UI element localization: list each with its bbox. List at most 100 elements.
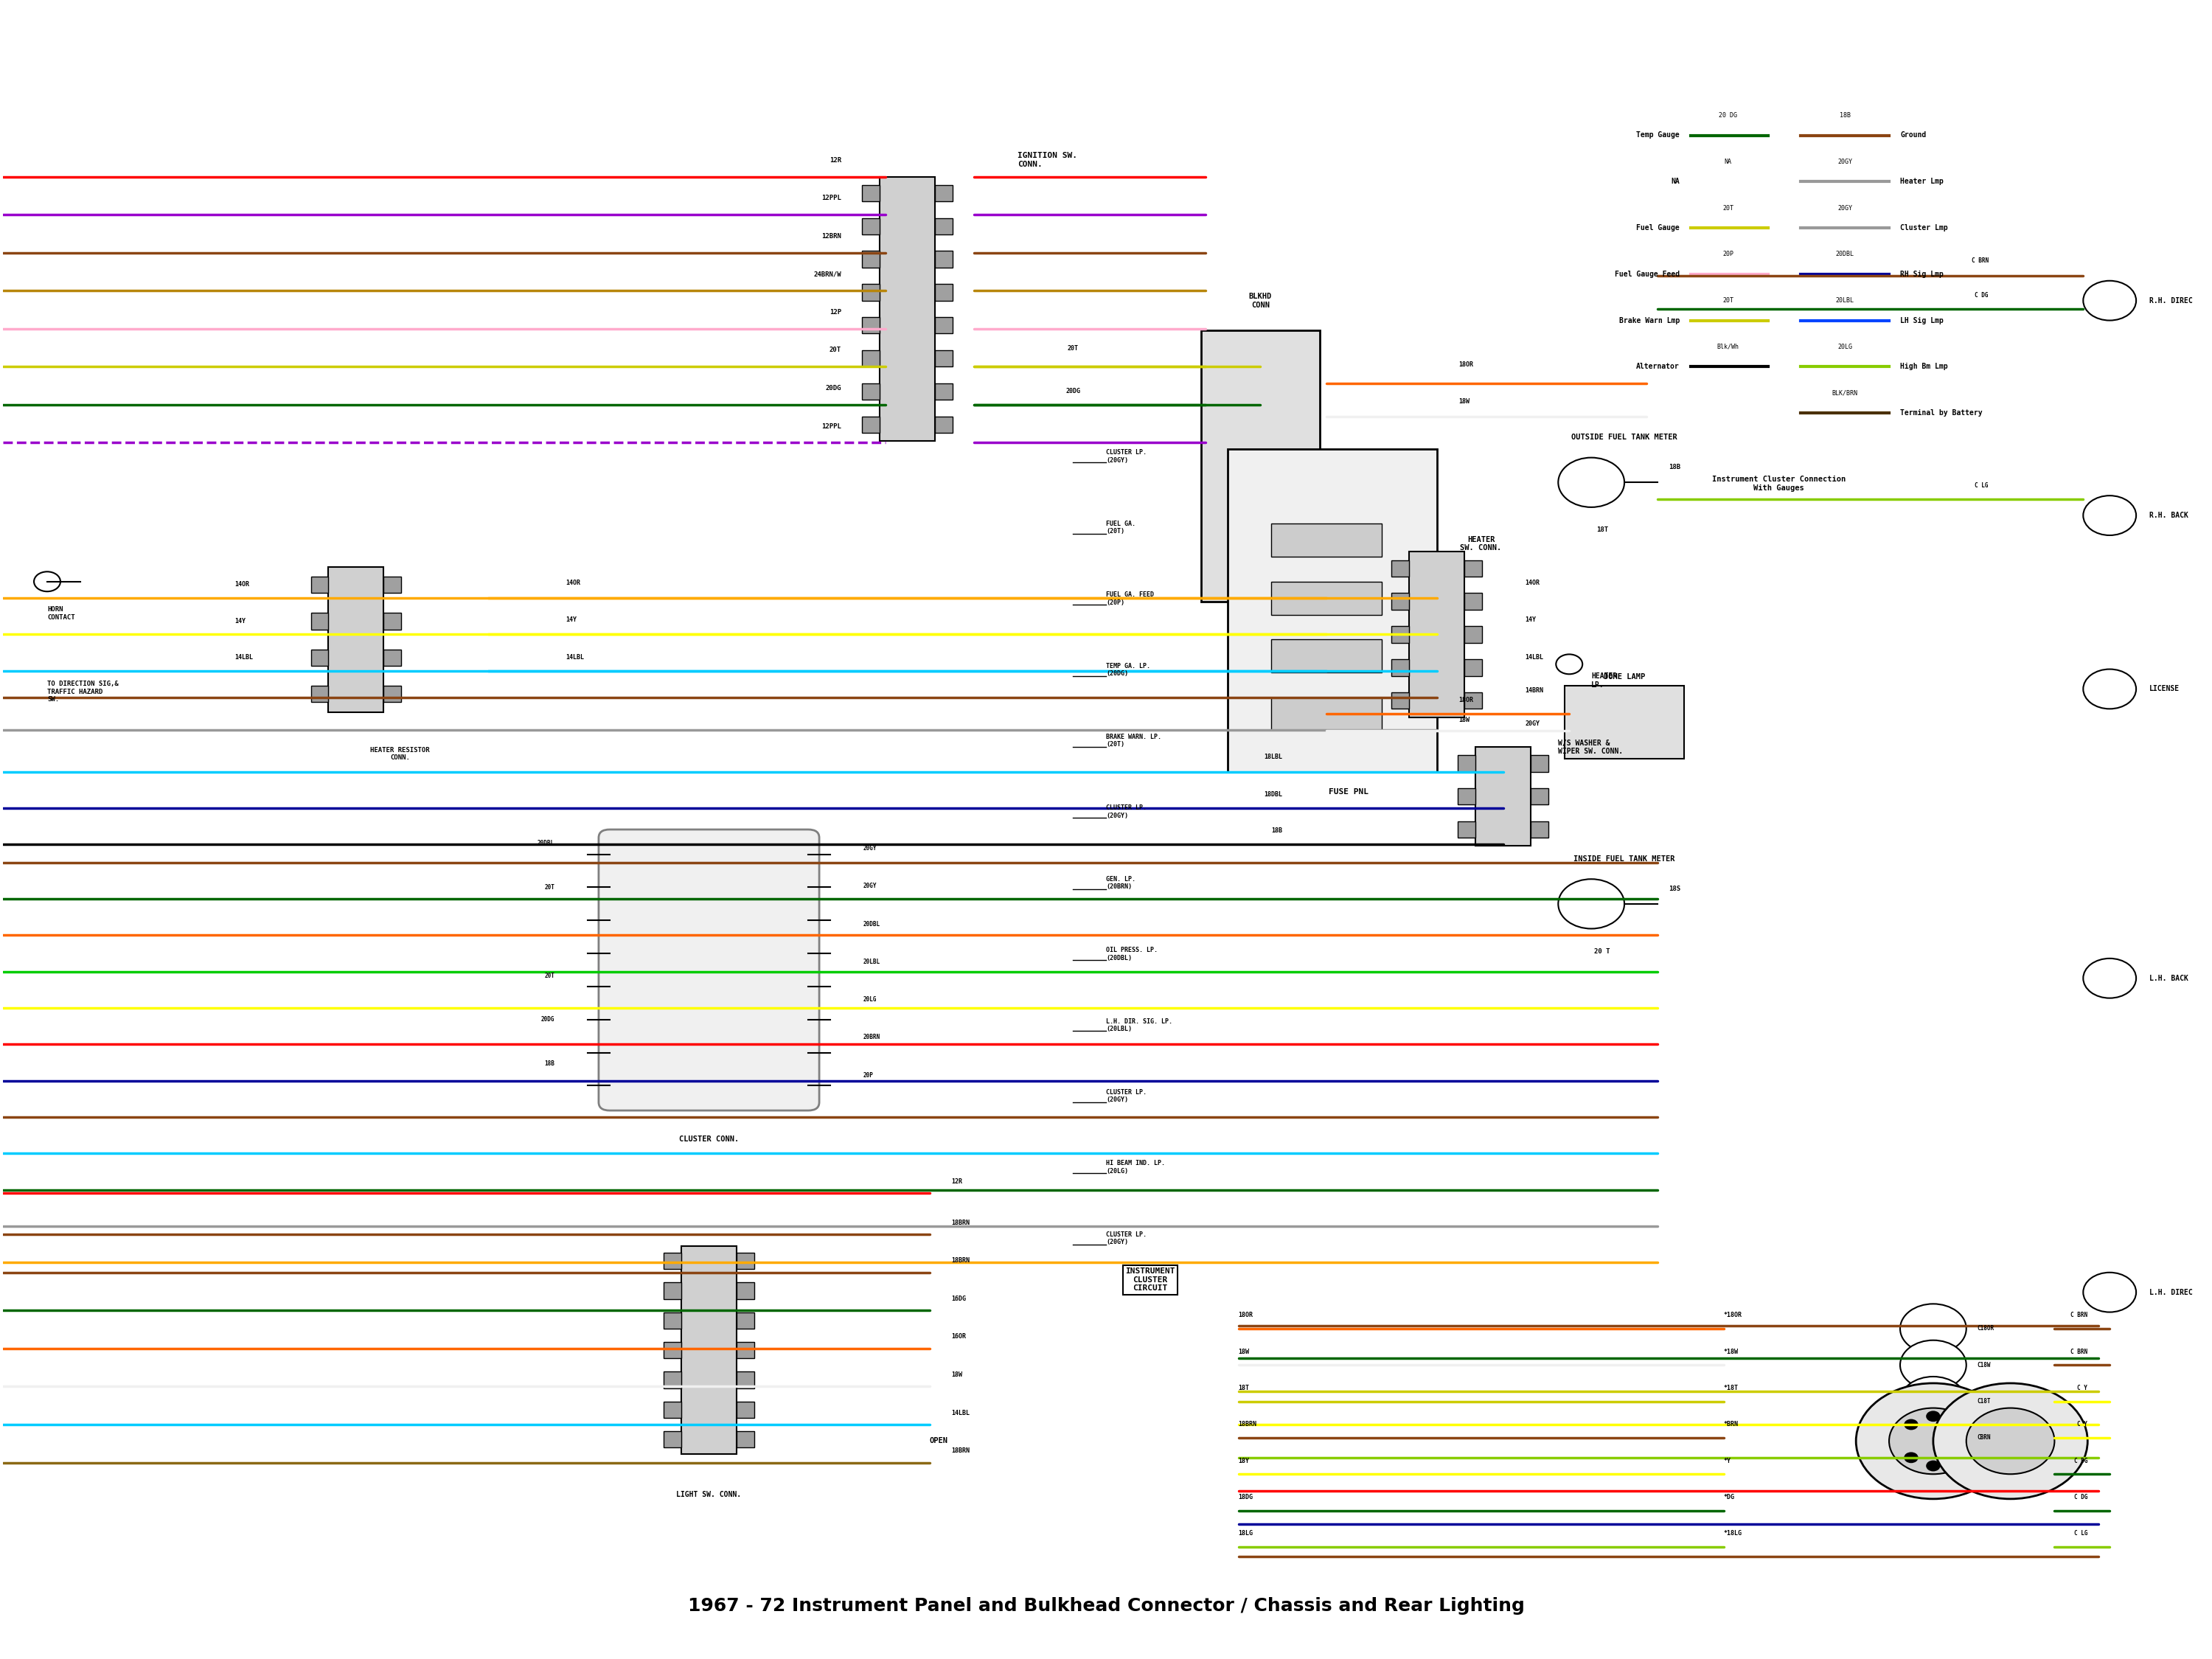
Text: 20P: 20P <box>863 1072 874 1078</box>
Text: *DG: *DG <box>1723 1493 1734 1500</box>
Bar <box>1272 524 1382 557</box>
Bar <box>312 685 327 702</box>
Text: CBRN: CBRN <box>1978 1435 1991 1442</box>
Circle shape <box>1905 1453 1918 1463</box>
Text: Instrument Cluster Connection
With Gauges: Instrument Cluster Connection With Gauge… <box>1712 476 1845 491</box>
Text: CLUSTER LP.
(20GY): CLUSTER LP. (20GY) <box>1106 805 1146 820</box>
Bar <box>681 1246 737 1455</box>
Text: 14OR: 14OR <box>234 581 250 587</box>
Text: 14Y: 14Y <box>1524 615 1535 622</box>
Text: C DG: C DG <box>2075 1493 2088 1500</box>
Bar <box>1458 821 1475 838</box>
Bar <box>1391 594 1409 609</box>
Circle shape <box>1927 1412 1940 1422</box>
Text: 24BRN/W: 24BRN/W <box>814 270 841 277</box>
Text: 18DG: 18DG <box>1239 1493 1254 1500</box>
Text: Fuel Gauge Feed: Fuel Gauge Feed <box>1615 270 1679 277</box>
Text: Cluster Lmp: Cluster Lmp <box>1900 224 1949 232</box>
Bar <box>737 1432 754 1448</box>
Text: 12PPL: 12PPL <box>821 423 841 430</box>
Text: TEMP GA. LP.
(20DG): TEMP GA. LP. (20DG) <box>1106 662 1150 677</box>
Text: 20GY: 20GY <box>863 844 876 851</box>
Bar <box>863 416 880 433</box>
Text: 20LBL: 20LBL <box>1836 297 1854 304</box>
Text: 12R: 12R <box>951 1178 962 1185</box>
Text: CLUSTER CONN.: CLUSTER CONN. <box>679 1135 739 1143</box>
Text: L.H. BACK: L.H. BACK <box>2150 974 2188 982</box>
Text: R.H. DIREC: R.H. DIREC <box>2150 297 2192 304</box>
Text: HEATER
LP.: HEATER LP. <box>1590 672 1617 688</box>
Bar <box>1464 659 1482 675</box>
Text: 20 DG: 20 DG <box>1719 113 1736 119</box>
Text: 14Y: 14Y <box>566 615 577 622</box>
Text: BLK/BRN: BLK/BRN <box>1832 390 1858 397</box>
Text: 18OR: 18OR <box>1460 697 1473 703</box>
Text: Blk/Wh: Blk/Wh <box>1717 343 1739 350</box>
FancyBboxPatch shape <box>1228 450 1438 771</box>
Text: 18W: 18W <box>1460 717 1471 723</box>
Text: HORN
CONTACT: HORN CONTACT <box>46 606 75 620</box>
Text: HEATER RESISTOR
CONN.: HEATER RESISTOR CONN. <box>369 747 429 761</box>
Circle shape <box>2084 669 2137 708</box>
Bar <box>936 284 953 300</box>
Text: DOME LAMP: DOME LAMP <box>1604 674 1646 680</box>
Text: 14LBL: 14LBL <box>951 1410 971 1417</box>
Circle shape <box>2084 496 2137 536</box>
Circle shape <box>2084 280 2137 320</box>
Bar <box>1272 697 1382 730</box>
Text: LIGHT SW. CONN.: LIGHT SW. CONN. <box>677 1491 741 1498</box>
Text: High Bm Lmp: High Bm Lmp <box>1900 363 1949 370</box>
Text: 14BRN: 14BRN <box>1524 687 1544 693</box>
Text: 20T: 20T <box>544 884 555 891</box>
Bar <box>664 1282 681 1299</box>
Text: 12BRN: 12BRN <box>821 232 841 239</box>
Text: C18OR: C18OR <box>1978 1326 1995 1332</box>
Circle shape <box>2084 959 2137 999</box>
Text: 12PPL: 12PPL <box>821 194 841 201</box>
Text: 20T: 20T <box>544 972 555 979</box>
Bar <box>737 1253 754 1269</box>
Text: FUSE PNL: FUSE PNL <box>1329 788 1369 796</box>
Text: 18W: 18W <box>1239 1349 1250 1355</box>
Circle shape <box>33 572 60 592</box>
Bar <box>737 1372 754 1389</box>
Bar <box>1531 755 1548 771</box>
Text: Temp Gauge: Temp Gauge <box>1637 131 1679 139</box>
Text: W/S WASHER &
WIPER SW. CONN.: W/S WASHER & WIPER SW. CONN. <box>1557 740 1624 755</box>
Text: 14OR: 14OR <box>1524 579 1540 586</box>
Text: Alternator: Alternator <box>1637 363 1679 370</box>
Text: C DG: C DG <box>2075 1457 2088 1463</box>
Text: 14Y: 14Y <box>234 617 246 624</box>
Circle shape <box>2084 1272 2137 1312</box>
Bar <box>936 184 953 201</box>
Bar <box>863 251 880 267</box>
Text: 20DBL: 20DBL <box>1836 251 1854 257</box>
Text: 18S: 18S <box>1668 886 1681 893</box>
Circle shape <box>1900 1413 1966 1463</box>
Bar <box>863 350 880 367</box>
Bar <box>1458 788 1475 805</box>
Text: Brake Warn Lmp: Brake Warn Lmp <box>1619 317 1679 324</box>
Circle shape <box>1949 1453 1962 1463</box>
Text: FUEL GA. FEED
(20P): FUEL GA. FEED (20P) <box>1106 592 1155 606</box>
Text: *18LG: *18LG <box>1723 1530 1743 1536</box>
Text: C BRN: C BRN <box>2070 1312 2088 1319</box>
Bar <box>664 1342 681 1359</box>
Bar <box>312 577 327 594</box>
Text: 20GY: 20GY <box>1524 720 1540 727</box>
Text: 20LG: 20LG <box>1838 343 1851 350</box>
Text: L.H. DIR. SIG. LP.
(20LBL): L.H. DIR. SIG. LP. (20LBL) <box>1106 1019 1172 1032</box>
Text: 18B: 18B <box>1668 465 1681 471</box>
Text: 18LBL: 18LBL <box>1263 753 1283 760</box>
Text: *18OR: *18OR <box>1723 1312 1743 1319</box>
Text: C LG: C LG <box>2075 1530 2088 1536</box>
Text: 18T: 18T <box>1597 528 1608 534</box>
Bar <box>936 383 953 400</box>
Circle shape <box>1900 1377 1966 1427</box>
Bar <box>1464 692 1482 708</box>
Text: 20T: 20T <box>1068 345 1079 352</box>
Circle shape <box>1889 1408 1978 1475</box>
Bar <box>737 1282 754 1299</box>
Bar <box>1458 755 1475 771</box>
Text: NA: NA <box>1725 158 1732 164</box>
